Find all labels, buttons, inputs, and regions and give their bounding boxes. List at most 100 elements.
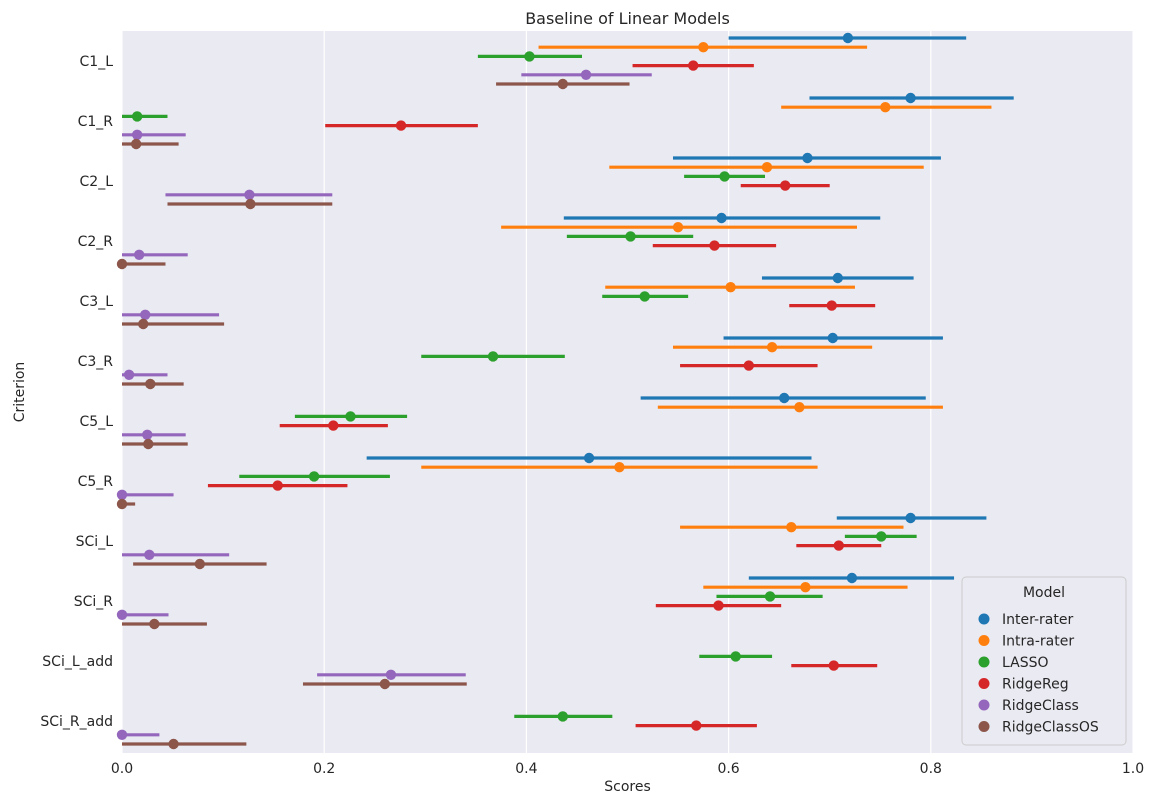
- point-ridgeclass-sci-l: [144, 549, 155, 560]
- y-tick-label-sci-l-add: SCi_L_add: [42, 654, 113, 670]
- point-intra-rater-sci-l: [786, 522, 797, 533]
- point-lasso-c2-r: [625, 231, 636, 242]
- y-tick-label-c2-l: C2_L: [80, 174, 114, 190]
- legend-box: [961, 576, 1127, 746]
- point-lasso-c3-r: [487, 351, 499, 362]
- x-tick-label: 0.8: [920, 761, 942, 777]
- point-intra-rater-c3-r: [766, 342, 778, 353]
- point-ridgereg-c3-l: [826, 300, 837, 311]
- point-inter-rater-c2-r: [716, 212, 727, 224]
- point-inter-rater-c5-l: [779, 392, 790, 404]
- point-ridgeclass-c1-r: [131, 129, 143, 140]
- point-ridgeclass-c3-r: [123, 369, 135, 380]
- point-ridgeclassos-c2-l: [245, 198, 256, 210]
- point-inter-rater-c3-r: [827, 332, 838, 344]
- y-tick-label-c1-l: C1_L: [80, 54, 114, 70]
- point-intra-rater-c2-l: [761, 162, 773, 173]
- point-inter-rater-c3-l: [832, 272, 843, 284]
- point-lasso-c1-r: [131, 111, 143, 122]
- point-ridgeclass-sci-r-add: [116, 729, 128, 740]
- legend: Model Inter-rater Intra-rater LASSO RidgeRe…: [961, 576, 1127, 746]
- point-lasso-sci-r-add: [557, 711, 568, 722]
- series-lasso: [122, 51, 917, 722]
- legend-marker-ridgeclassos: [978, 721, 990, 732]
- point-lasso-c5-l: [345, 411, 356, 422]
- y-tick-label-sci-r-add: SCi_R_add: [40, 714, 113, 730]
- y-tick-label-c5-l: C5_L: [80, 414, 114, 430]
- x-axis-label: Scores: [604, 779, 651, 795]
- point-ridgereg-sci-r-add: [691, 720, 702, 731]
- y-tick-label-c2-r: C2_R: [78, 234, 114, 250]
- legend-label-lasso: LASSO: [1002, 655, 1049, 671]
- point-ridgereg-c2-l: [780, 180, 791, 191]
- legend-marker-inter-rater: [978, 613, 990, 625]
- point-lasso-c1-l: [524, 51, 535, 62]
- legend-marker-ridgeclass: [978, 699, 990, 711]
- legend-title: Model: [1023, 585, 1065, 601]
- y-tick-label-sci-l: SCi_L: [76, 534, 114, 550]
- point-ridgeclassos-c1-r: [130, 138, 142, 150]
- series-inter-rater: [366, 32, 1014, 584]
- legend-label-inter-rater: Inter-rater: [1002, 612, 1073, 628]
- gridlines: [121, 31, 1134, 753]
- point-intra-rater-c2-r: [672, 222, 684, 233]
- point-lasso-c3-l: [639, 291, 650, 302]
- point-ridgeclassos-c3-r: [145, 378, 156, 390]
- legend-marker-ridgereg: [978, 678, 990, 689]
- point-ridgeclassos-sci-l: [194, 558, 206, 570]
- x-tick-label: 1.0: [1122, 761, 1144, 777]
- point-inter-rater-c2-l: [802, 152, 813, 164]
- point-ridgeclassos-sci-r: [149, 618, 160, 630]
- point-ridgereg-c3-r: [743, 360, 755, 371]
- series-intra-rater: [421, 42, 992, 593]
- point-ridgeclassos-c3-l: [138, 318, 149, 330]
- point-ridgeclassos-c5-l: [143, 438, 154, 450]
- point-ridgeclass-c5-r: [116, 489, 128, 500]
- y-tick-label-c3-l: C3_L: [80, 294, 114, 310]
- point-inter-rater-c1-r: [905, 92, 916, 104]
- point-lasso-c5-r: [308, 471, 320, 482]
- point-ridgeclass-sci-r: [116, 609, 128, 620]
- point-ridgereg-c5-l: [328, 420, 339, 431]
- point-intra-rater-sci-r: [800, 582, 811, 593]
- point-ridgereg-sci-l-add: [828, 660, 839, 671]
- y-tick-labels: C1_L C1_R C2_L C2_R C3_L C3_R C5_L C5_R SCi_L SCi…: [40, 54, 113, 730]
- point-ridgereg-sci-l: [833, 540, 844, 551]
- point-intra-rater-c5-l: [794, 402, 805, 413]
- point-ridgeclass-sci-l-add: [385, 669, 397, 680]
- point-intra-rater-c1-l: [698, 42, 709, 53]
- series-ridgereg: [207, 60, 882, 731]
- point-lasso-c2-l: [719, 171, 730, 182]
- y-axis-label: Criterion: [12, 362, 28, 423]
- point-ridgeclassos-c2-r: [116, 258, 128, 270]
- chart-title: Baseline of Linear Models: [525, 9, 730, 28]
- point-lasso-sci-l-add: [730, 651, 741, 662]
- point-inter-rater-sci-l: [905, 512, 916, 524]
- point-ridgeclass-c5-l: [142, 429, 153, 440]
- point-lasso-sci-r: [764, 591, 776, 602]
- point-inter-rater-sci-r: [846, 572, 858, 584]
- y-tick-label-c3-r: C3_R: [78, 354, 114, 370]
- point-ridgereg-c1-r: [395, 120, 407, 131]
- y-tick-label-c1-r: C1_R: [78, 114, 114, 130]
- x-tick-label: 0.0: [111, 761, 133, 777]
- point-ridgeclassos-c5-r: [116, 498, 128, 510]
- y-tick-label-c5-r: C5_R: [78, 474, 114, 490]
- point-intra-rater-c3-l: [725, 282, 736, 293]
- chart-marks: [116, 32, 1014, 750]
- point-ridgeclass-c3-l: [140, 309, 151, 320]
- legend-marker-intra-rater: [978, 635, 990, 646]
- point-ridgeclass-c2-r: [133, 249, 145, 260]
- point-ridgereg-c2-r: [709, 240, 720, 251]
- point-ridgeclassos-c1-l: [557, 78, 568, 90]
- point-ridgeclassos-sci-r-add: [168, 738, 179, 750]
- point-inter-rater-c1-l: [842, 32, 854, 44]
- point-ridgereg-c1-l: [688, 60, 699, 71]
- legend-label-ridgeclass: RidgeClass: [1002, 698, 1079, 714]
- point-ridgereg-c5-r: [272, 480, 283, 491]
- point-ridgereg-sci-r: [713, 600, 724, 611]
- point-ridgeclass-c2-l: [244, 189, 255, 200]
- x-tick-label: 0.2: [313, 761, 335, 777]
- series-ridgeclass: [116, 69, 652, 740]
